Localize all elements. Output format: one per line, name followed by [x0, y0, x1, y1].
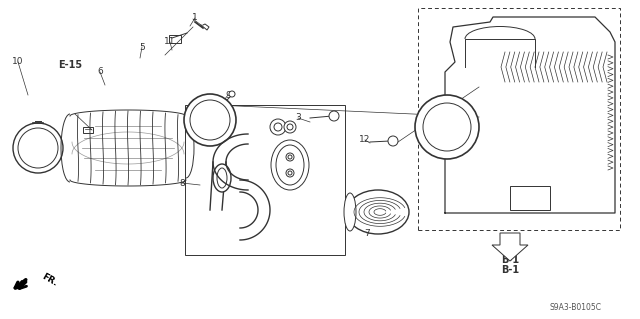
Polygon shape [445, 17, 615, 213]
Text: 5: 5 [139, 42, 145, 51]
Text: FR.: FR. [40, 272, 59, 288]
Text: B-1: B-1 [501, 255, 519, 265]
Ellipse shape [271, 140, 309, 190]
Circle shape [284, 121, 296, 133]
Bar [169, 35, 181, 43]
Bar [510, 186, 550, 210]
Circle shape [229, 91, 235, 97]
Text: 8: 8 [179, 179, 185, 188]
Circle shape [388, 136, 398, 146]
Text: E-15: E-15 [58, 60, 82, 70]
Text: S9A3-B0105C: S9A3-B0105C [549, 303, 601, 313]
Circle shape [270, 119, 286, 135]
Bar [418, 8, 620, 230]
Circle shape [286, 169, 294, 177]
Text: 1: 1 [192, 13, 198, 23]
Text: 3: 3 [295, 114, 301, 122]
Ellipse shape [347, 190, 409, 234]
Circle shape [286, 153, 294, 161]
Text: 7: 7 [364, 228, 370, 238]
Text: 4: 4 [269, 125, 275, 135]
Circle shape [415, 95, 479, 159]
Text: 6: 6 [97, 68, 103, 77]
Ellipse shape [344, 193, 356, 231]
Text: 9: 9 [225, 91, 231, 100]
Bar [83, 127, 93, 133]
Circle shape [329, 111, 339, 121]
Text: 11: 11 [164, 38, 176, 47]
Text: 12: 12 [359, 136, 371, 145]
Text: 10: 10 [12, 57, 24, 66]
Circle shape [184, 94, 236, 146]
Polygon shape [492, 233, 528, 261]
Text: B-1: B-1 [501, 265, 519, 275]
Bar [185, 105, 345, 255]
Ellipse shape [213, 164, 231, 192]
